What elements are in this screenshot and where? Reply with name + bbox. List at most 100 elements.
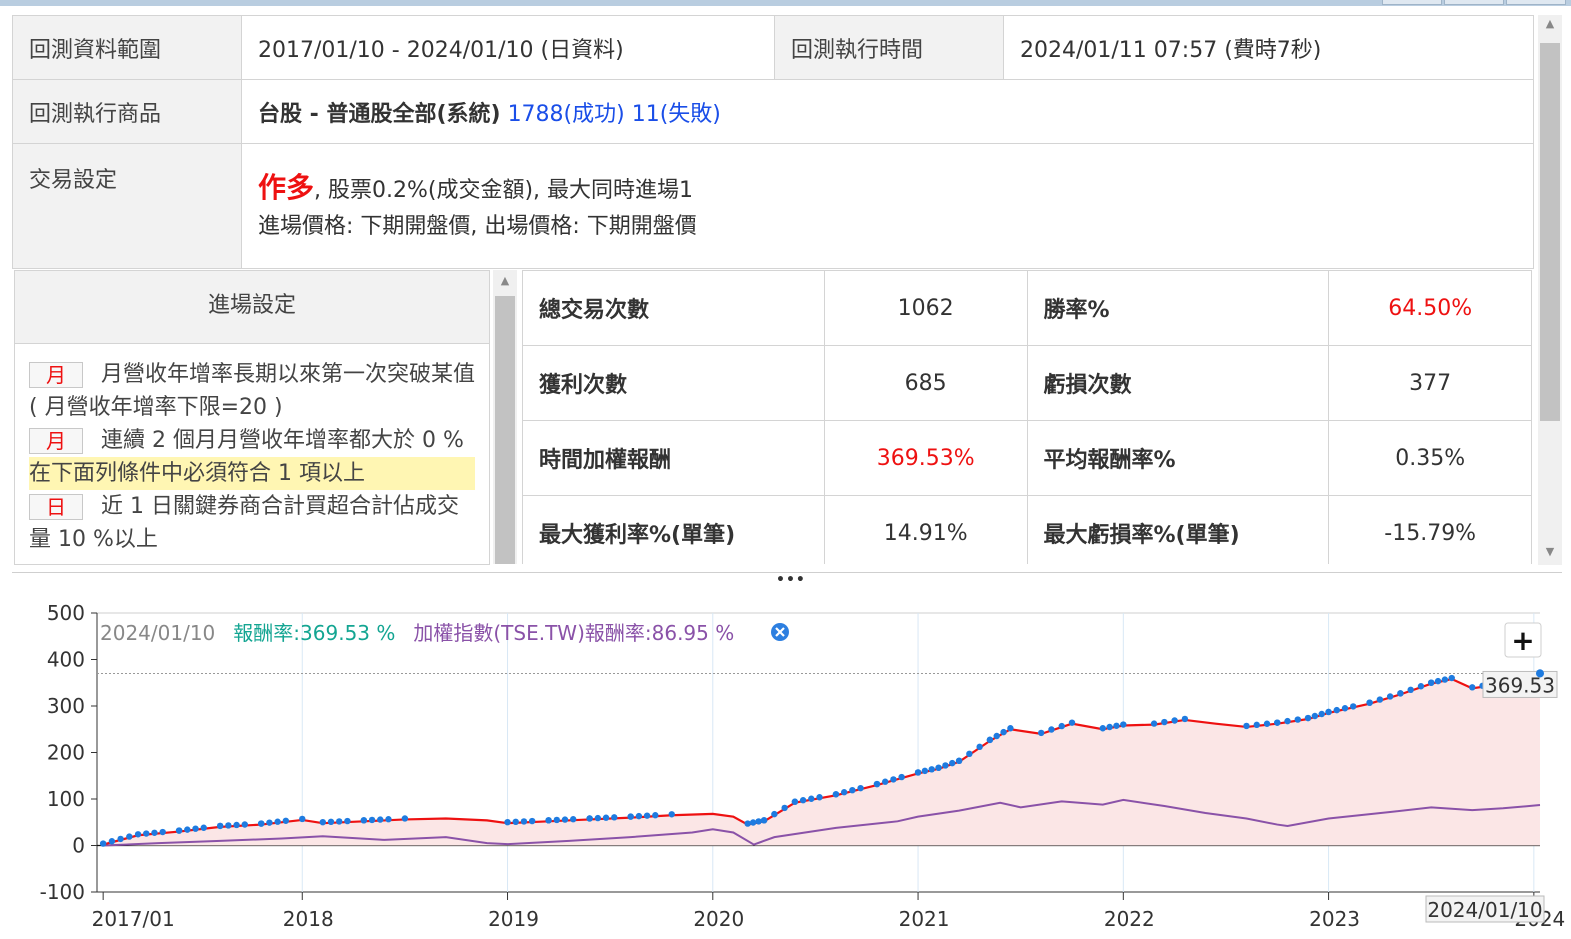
trade-marker [258, 820, 265, 827]
zoom-in-button[interactable] [1504, 622, 1542, 658]
end-value-label: 369.53 [1485, 673, 1555, 697]
right-scrollbar[interactable]: ▲ ▼ [1538, 15, 1562, 565]
condition-tag-day: 日 [29, 494, 83, 520]
stat-label: 最大虧損率%(單筆) [1026, 495, 1330, 564]
trade-marker [652, 812, 659, 819]
stat-label: 虧損次數 [1026, 345, 1330, 421]
stats-row: 最大獲利率%(單筆) 14.91% 最大虧損率%(單筆) -15.79% [522, 495, 1532, 564]
trade-marker [1058, 722, 1065, 730]
y-tick-label: -100 [40, 880, 85, 904]
trade-marker [184, 826, 191, 833]
stat-label: 總交易次數 [522, 270, 825, 346]
trade-marker [928, 766, 935, 773]
trade-marker [274, 818, 281, 825]
trade-marker [233, 821, 240, 829]
window-close-button[interactable] [1506, 0, 1566, 5]
trade-marker [553, 816, 560, 824]
trade-marker [1448, 674, 1455, 682]
trade-marker [1007, 725, 1014, 732]
entry-scrollbar[interactable]: ▲ [493, 270, 517, 564]
legend-series2-label: 加權指數(TSE.TW)報酬率: [413, 621, 651, 645]
trade-marker [1325, 708, 1332, 716]
stats-row: 時間加權報酬 369.53% 平均報酬率% 0.35% [522, 420, 1532, 496]
trade-marker [1038, 729, 1045, 737]
trade-marker [1294, 716, 1301, 723]
trade-marker [99, 840, 107, 847]
trade-marker [1000, 728, 1007, 736]
window-minimize-button[interactable] [1382, 0, 1442, 5]
equity-chart-svg: 500 400 300 200 100 0 -100 2017/01 2018 2019 2020 2… [40, 601, 1566, 931]
chart-legend: 2024/01/10 報酬率:369.53 % 加權指數(TSE.TW)報酬率:86… [100, 621, 734, 645]
trade-settings-value: 作多, 股票0.2%(成交金額), 最大同時進場1 進場價格: 下期開盤價, 出… [241, 143, 1534, 269]
trade-marker [504, 818, 511, 826]
entry-conditions: 月月營收年增率長期以來第一次突破某值( 月營收年增率下限=20 ) 月連續 2 … [15, 344, 489, 556]
trade-marker [873, 780, 881, 788]
end-value-label-box [1482, 670, 1558, 698]
stat-label: 平均報酬率% [1026, 420, 1330, 496]
product-success-link[interactable]: 1788(成功) [507, 101, 625, 127]
trade-marker [299, 815, 306, 823]
equity-chart: 500 400 300 200 100 0 -100 2017/01 2018 2019 2020 2… [0, 580, 1571, 939]
trade-marker [586, 815, 593, 822]
trade-marker [1407, 686, 1414, 694]
trade-marker [512, 818, 519, 826]
range-value: 2017/01/10 - 2024/01/10 (日資料) [241, 15, 775, 80]
trade-marker [914, 769, 922, 776]
trade-marker [1304, 714, 1312, 722]
scroll-up-arrow-icon[interactable]: ▲ [1545, 17, 1555, 30]
trade-marker [1428, 679, 1435, 686]
trade-marker [799, 797, 807, 804]
y-tick-label: 400 [47, 648, 85, 672]
product-fail-link[interactable]: 11(失敗) [631, 101, 721, 127]
entry-settings-panel: 進場設定 月月營收年增率長期以來第一次突破某值( 月營收年增率下限=20 ) 月… [14, 270, 490, 565]
scroll-down-arrow-icon[interactable]: ▼ [1545, 545, 1555, 558]
condition-item: 月月營收年增率長期以來第一次突破某值( 月營收年增率下限=20 ) [29, 358, 475, 424]
trade-fee: , 股票0.2%(成交金額), 最大同時進場1 [314, 177, 694, 203]
right-scrollbar-thumb[interactable] [1540, 43, 1560, 421]
entry-scroll-up-arrow-icon[interactable]: ▲ [500, 274, 510, 287]
trade-marker [528, 817, 536, 825]
stat-label: 時間加權報酬 [522, 420, 825, 496]
stat-value: 369.53% [823, 420, 1028, 496]
trade-marker [986, 736, 994, 744]
trade-marker [377, 816, 384, 823]
trade-marker [117, 835, 124, 843]
entry-scrollbar-thumb[interactable] [495, 296, 515, 564]
stat-value: -15.79% [1328, 495, 1532, 564]
trade-marker [781, 804, 788, 812]
y-tick-label: 100 [47, 787, 85, 811]
trade-marker [890, 776, 897, 783]
end-date-label: 2024/01/10 [1427, 898, 1542, 922]
stat-label: 最大獲利率%(單筆) [522, 495, 825, 564]
trade-marker [832, 791, 840, 798]
trade-marker [545, 817, 552, 824]
trade-marker [1106, 723, 1113, 731]
trade-marker [151, 829, 158, 836]
trade-marker [955, 757, 963, 764]
zoom-in-icon[interactable]: + [1511, 624, 1534, 657]
trade-marker [611, 814, 618, 821]
trade-marker [1366, 699, 1373, 706]
window-maximize-button[interactable] [1444, 0, 1504, 5]
trade-marker [1068, 719, 1076, 726]
trade-marker [1417, 683, 1425, 690]
trade-marker [159, 828, 166, 836]
stat-value: 64.50% [1328, 270, 1532, 346]
y-tick-label: 0 [72, 834, 85, 858]
resize-handle-icon[interactable]: ••• [776, 572, 806, 588]
x-tick-label: 2023 [1309, 907, 1360, 931]
condition-text: 月營收年增率長期以來第一次突破某值( 月營收年增率下限=20 ) [29, 362, 476, 420]
condition-tag-month: 月 [29, 428, 83, 454]
trade-settings-label: 交易設定 [12, 143, 242, 269]
trade-marker [1181, 715, 1189, 723]
range-label: 回測資料範圍 [12, 15, 242, 80]
trade-marker [241, 821, 248, 828]
end-date-label-box [1425, 895, 1545, 923]
trade-marker [791, 798, 799, 805]
trade-marker [744, 820, 751, 827]
trade-marker [1263, 720, 1271, 727]
index-return-line [103, 798, 1541, 847]
trade-marker [282, 817, 290, 824]
product-prefix: 台股 - 普通股全部(系統) [258, 101, 501, 127]
trade-marker [1284, 717, 1291, 725]
